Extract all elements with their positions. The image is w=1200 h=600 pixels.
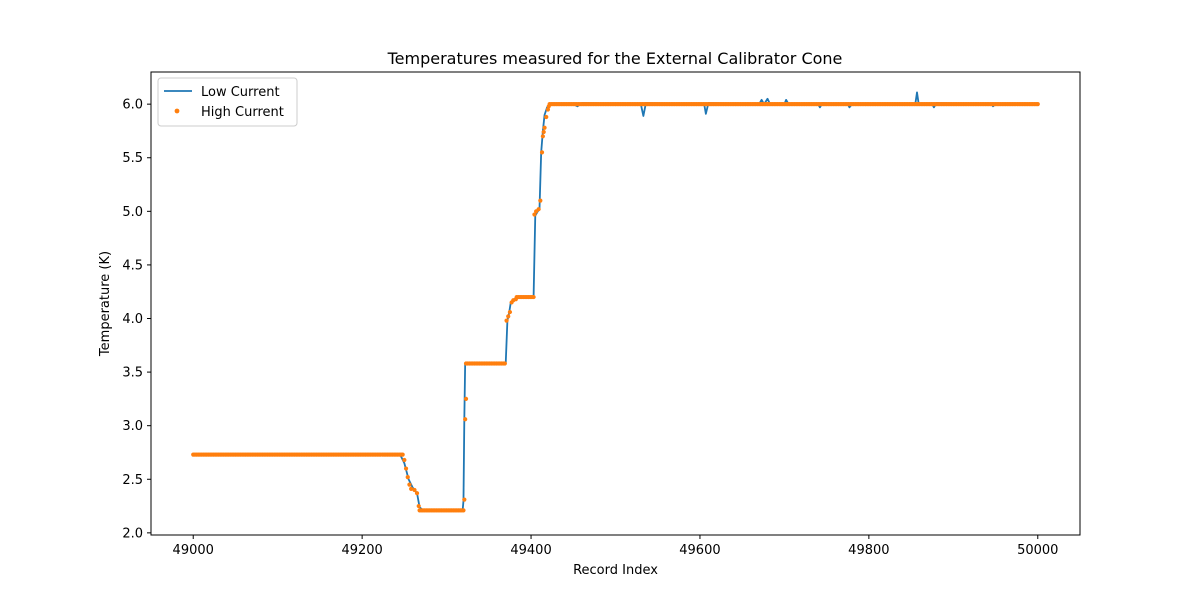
- legend: Low Current High Current: [157, 77, 298, 127]
- y-tick-label: 3.5: [122, 366, 143, 381]
- high-current-point: [416, 503, 421, 509]
- y-axis-ticks: 2.0 2.5 3.0 3.5 4.0 4.5 5.0 5.5 6.0: [122, 98, 151, 541]
- chart-title: Temperatures measured for the External C…: [387, 49, 843, 68]
- y-tick-label: 4.0: [122, 312, 143, 327]
- high-current-point: [513, 297, 518, 302]
- high-current-point: [531, 294, 536, 300]
- y-tick-label: 5.0: [122, 205, 143, 220]
- high-current-point: [405, 475, 410, 480]
- high-current-point: [544, 114, 549, 120]
- high-current-point: [532, 212, 537, 217]
- y-tick-label: 6.0: [122, 98, 143, 113]
- high-current-point: [400, 452, 405, 457]
- high-current-point: [546, 104, 551, 109]
- y-tick-label: 3.0: [122, 419, 143, 434]
- high-current-point: [407, 482, 412, 487]
- x-tick-label: 49000: [173, 543, 214, 558]
- high-current-point: [541, 129, 546, 135]
- legend-box: [157, 77, 298, 127]
- high-current-point: [412, 487, 417, 493]
- x-tick-label: 49600: [679, 543, 720, 558]
- high-current-point: [507, 309, 513, 315]
- high-current-point: [506, 314, 511, 319]
- high-current-point: [1035, 102, 1040, 107]
- high-current-point: [538, 198, 543, 203]
- high-current-point: [536, 207, 541, 212]
- legend-label-low-current: Low Current: [201, 85, 280, 100]
- high-current-points: [191, 102, 1040, 513]
- high-current-point: [463, 417, 468, 422]
- high-current-point: [545, 107, 551, 112]
- high-current-point: [402, 457, 407, 463]
- high-current-point: [403, 466, 409, 471]
- high-current-point: [502, 361, 507, 366]
- y-tick-label: 5.5: [122, 151, 143, 166]
- high-current-point: [542, 125, 547, 130]
- axes-frame: [150, 71, 1081, 536]
- x-axis-ticks: 49000 49200 49400 49600 49800 50000: [173, 535, 1058, 558]
- high-current-point: [461, 508, 466, 513]
- y-axis-label: Temperature (K): [98, 251, 113, 357]
- legend-dot-swatch: [174, 108, 180, 114]
- x-tick-label: 50000: [1017, 543, 1058, 558]
- low-current-line: [193, 91, 1038, 512]
- high-current-point: [414, 491, 420, 496]
- x-axis-label: Record Index: [573, 563, 658, 578]
- x-tick-label: 49400: [510, 543, 551, 558]
- high-current-point: [463, 396, 469, 401]
- high-current-point: [462, 497, 467, 502]
- legend-label-high-current: High Current: [201, 105, 284, 120]
- high-current-point: [409, 486, 414, 492]
- high-current-point: [540, 134, 545, 139]
- high-current-point: [539, 150, 545, 155]
- high-current-point: [504, 318, 509, 323]
- plot-area: [191, 91, 1040, 513]
- y-tick-label: 2.0: [122, 526, 143, 541]
- x-tick-label: 49200: [341, 543, 382, 558]
- y-tick-label: 2.5: [122, 473, 143, 488]
- x-tick-label: 49800: [848, 543, 889, 558]
- y-tick-label: 4.5: [122, 258, 143, 273]
